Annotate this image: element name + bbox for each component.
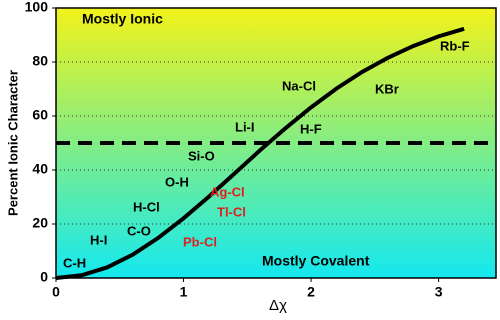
y-tick-label: 40 [32,161,48,177]
annotation: H-F [300,121,322,136]
x-axis-label: Δχ [269,297,287,314]
y-tick-label: 60 [32,107,48,123]
annotation: Rb-F [440,38,470,53]
y-tick-label: 20 [32,215,48,231]
region-label: Mostly Ionic [82,11,163,27]
y-tick-label: 80 [32,53,48,69]
annotation: H-I [90,232,107,247]
annotation: O-H [165,174,189,189]
annotation: Li-I [235,119,255,134]
region-label: Mostly Covalent [262,253,370,269]
y-tick-label: 0 [40,269,48,285]
x-tick-label: 1 [180,284,188,300]
annotation: Tl-Cl [217,204,246,219]
annotation: Na-Cl [282,78,316,93]
annotation: C-H [63,255,86,270]
curve [55,26,465,280]
annotation: Pb-Cl [183,234,217,249]
annotation: C-O [127,223,151,238]
y-axis-label: Percent Ionic Character [5,70,20,216]
annotation: Si-O [188,148,215,163]
plot-frame [55,7,497,279]
annotation: KBr [375,81,399,96]
annotation: H-Cl [133,199,160,214]
y-tick-label: 100 [25,0,49,15]
x-tick-label: 2 [307,284,315,300]
x-tick-label: 3 [435,284,443,300]
annotation: Ag-Cl [210,184,245,199]
x-tick-label: 0 [52,284,60,300]
